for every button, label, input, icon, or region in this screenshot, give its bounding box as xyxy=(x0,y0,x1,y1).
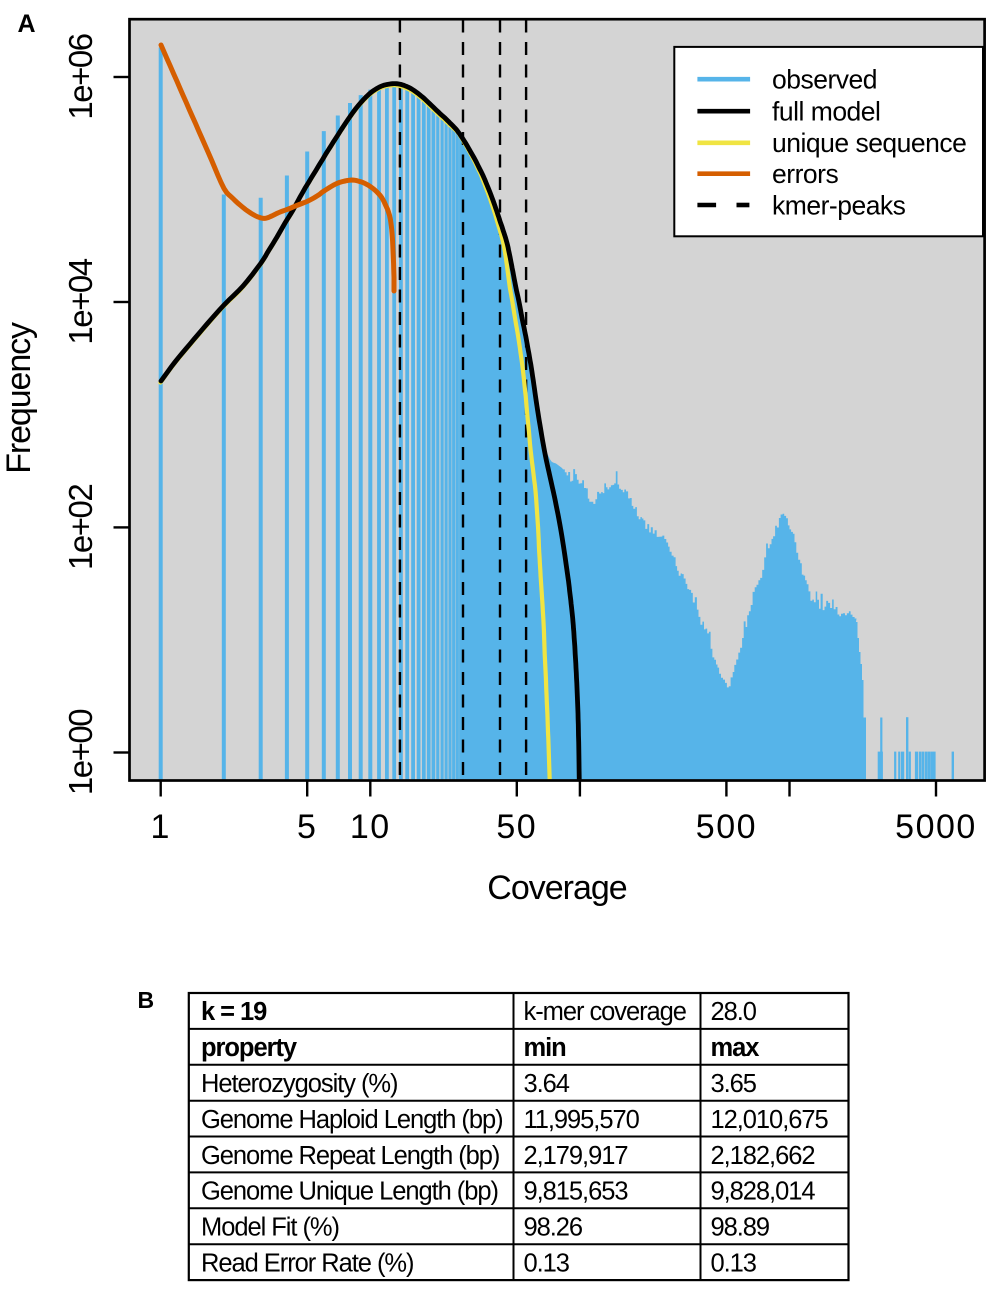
svg-text:12,010,675: 12,010,675 xyxy=(711,1106,829,1134)
svg-text:Heterozygosity (%): Heterozygosity (%) xyxy=(201,1070,398,1098)
svg-text:kmer-peaks: kmer-peaks xyxy=(772,190,906,220)
svg-text:50: 50 xyxy=(496,808,537,846)
svg-text:9,828,014: 9,828,014 xyxy=(711,1178,816,1206)
svg-text:Coverage: Coverage xyxy=(487,869,627,907)
svg-text:Model Fit (%): Model Fit (%) xyxy=(201,1214,339,1242)
svg-text:9,815,653: 9,815,653 xyxy=(524,1178,629,1206)
svg-text:Read Error Rate (%): Read Error Rate (%) xyxy=(201,1249,413,1277)
svg-text:unique sequence: unique sequence xyxy=(772,128,966,158)
svg-text:errors: errors xyxy=(772,159,838,189)
svg-text:1e+04: 1e+04 xyxy=(62,258,99,344)
svg-text:1e+00: 1e+00 xyxy=(62,709,99,795)
svg-text:5000: 5000 xyxy=(895,808,977,846)
svg-text:5: 5 xyxy=(297,808,317,846)
svg-text:k-mer coverage: k-mer coverage xyxy=(524,998,687,1026)
svg-text:B: B xyxy=(138,987,155,1013)
svg-text:98.26: 98.26 xyxy=(524,1214,583,1242)
svg-text:min: min xyxy=(524,1034,566,1062)
svg-text:A: A xyxy=(18,10,36,38)
svg-text:k = 19: k = 19 xyxy=(201,998,267,1026)
svg-text:full model: full model xyxy=(772,97,880,127)
svg-text:3.65: 3.65 xyxy=(711,1070,757,1098)
svg-text:property: property xyxy=(201,1034,298,1062)
svg-text:500: 500 xyxy=(696,808,757,846)
svg-text:28.0: 28.0 xyxy=(711,998,757,1026)
svg-text:Genome Haploid Length (bp): Genome Haploid Length (bp) xyxy=(201,1106,503,1134)
svg-text:0.13: 0.13 xyxy=(524,1249,570,1277)
svg-text:10: 10 xyxy=(350,808,391,846)
svg-text:2,182,662: 2,182,662 xyxy=(711,1142,815,1170)
svg-text:3.64: 3.64 xyxy=(524,1070,570,1098)
svg-text:11,995,570: 11,995,570 xyxy=(524,1106,640,1134)
svg-text:max: max xyxy=(711,1034,760,1062)
svg-text:Frequency: Frequency xyxy=(0,322,38,474)
svg-text:1e+06: 1e+06 xyxy=(62,34,99,119)
svg-text:observed: observed xyxy=(772,65,877,95)
svg-text:2,179,917: 2,179,917 xyxy=(524,1142,628,1170)
svg-text:98.89: 98.89 xyxy=(711,1214,770,1242)
svg-text:0.13: 0.13 xyxy=(711,1249,757,1277)
svg-text:1e+02: 1e+02 xyxy=(62,485,99,570)
svg-text:Genome Repeat Length (bp): Genome Repeat Length (bp) xyxy=(201,1142,499,1170)
svg-text:Genome Unique Length (bp): Genome Unique Length (bp) xyxy=(201,1178,498,1206)
svg-text:1: 1 xyxy=(150,808,170,846)
